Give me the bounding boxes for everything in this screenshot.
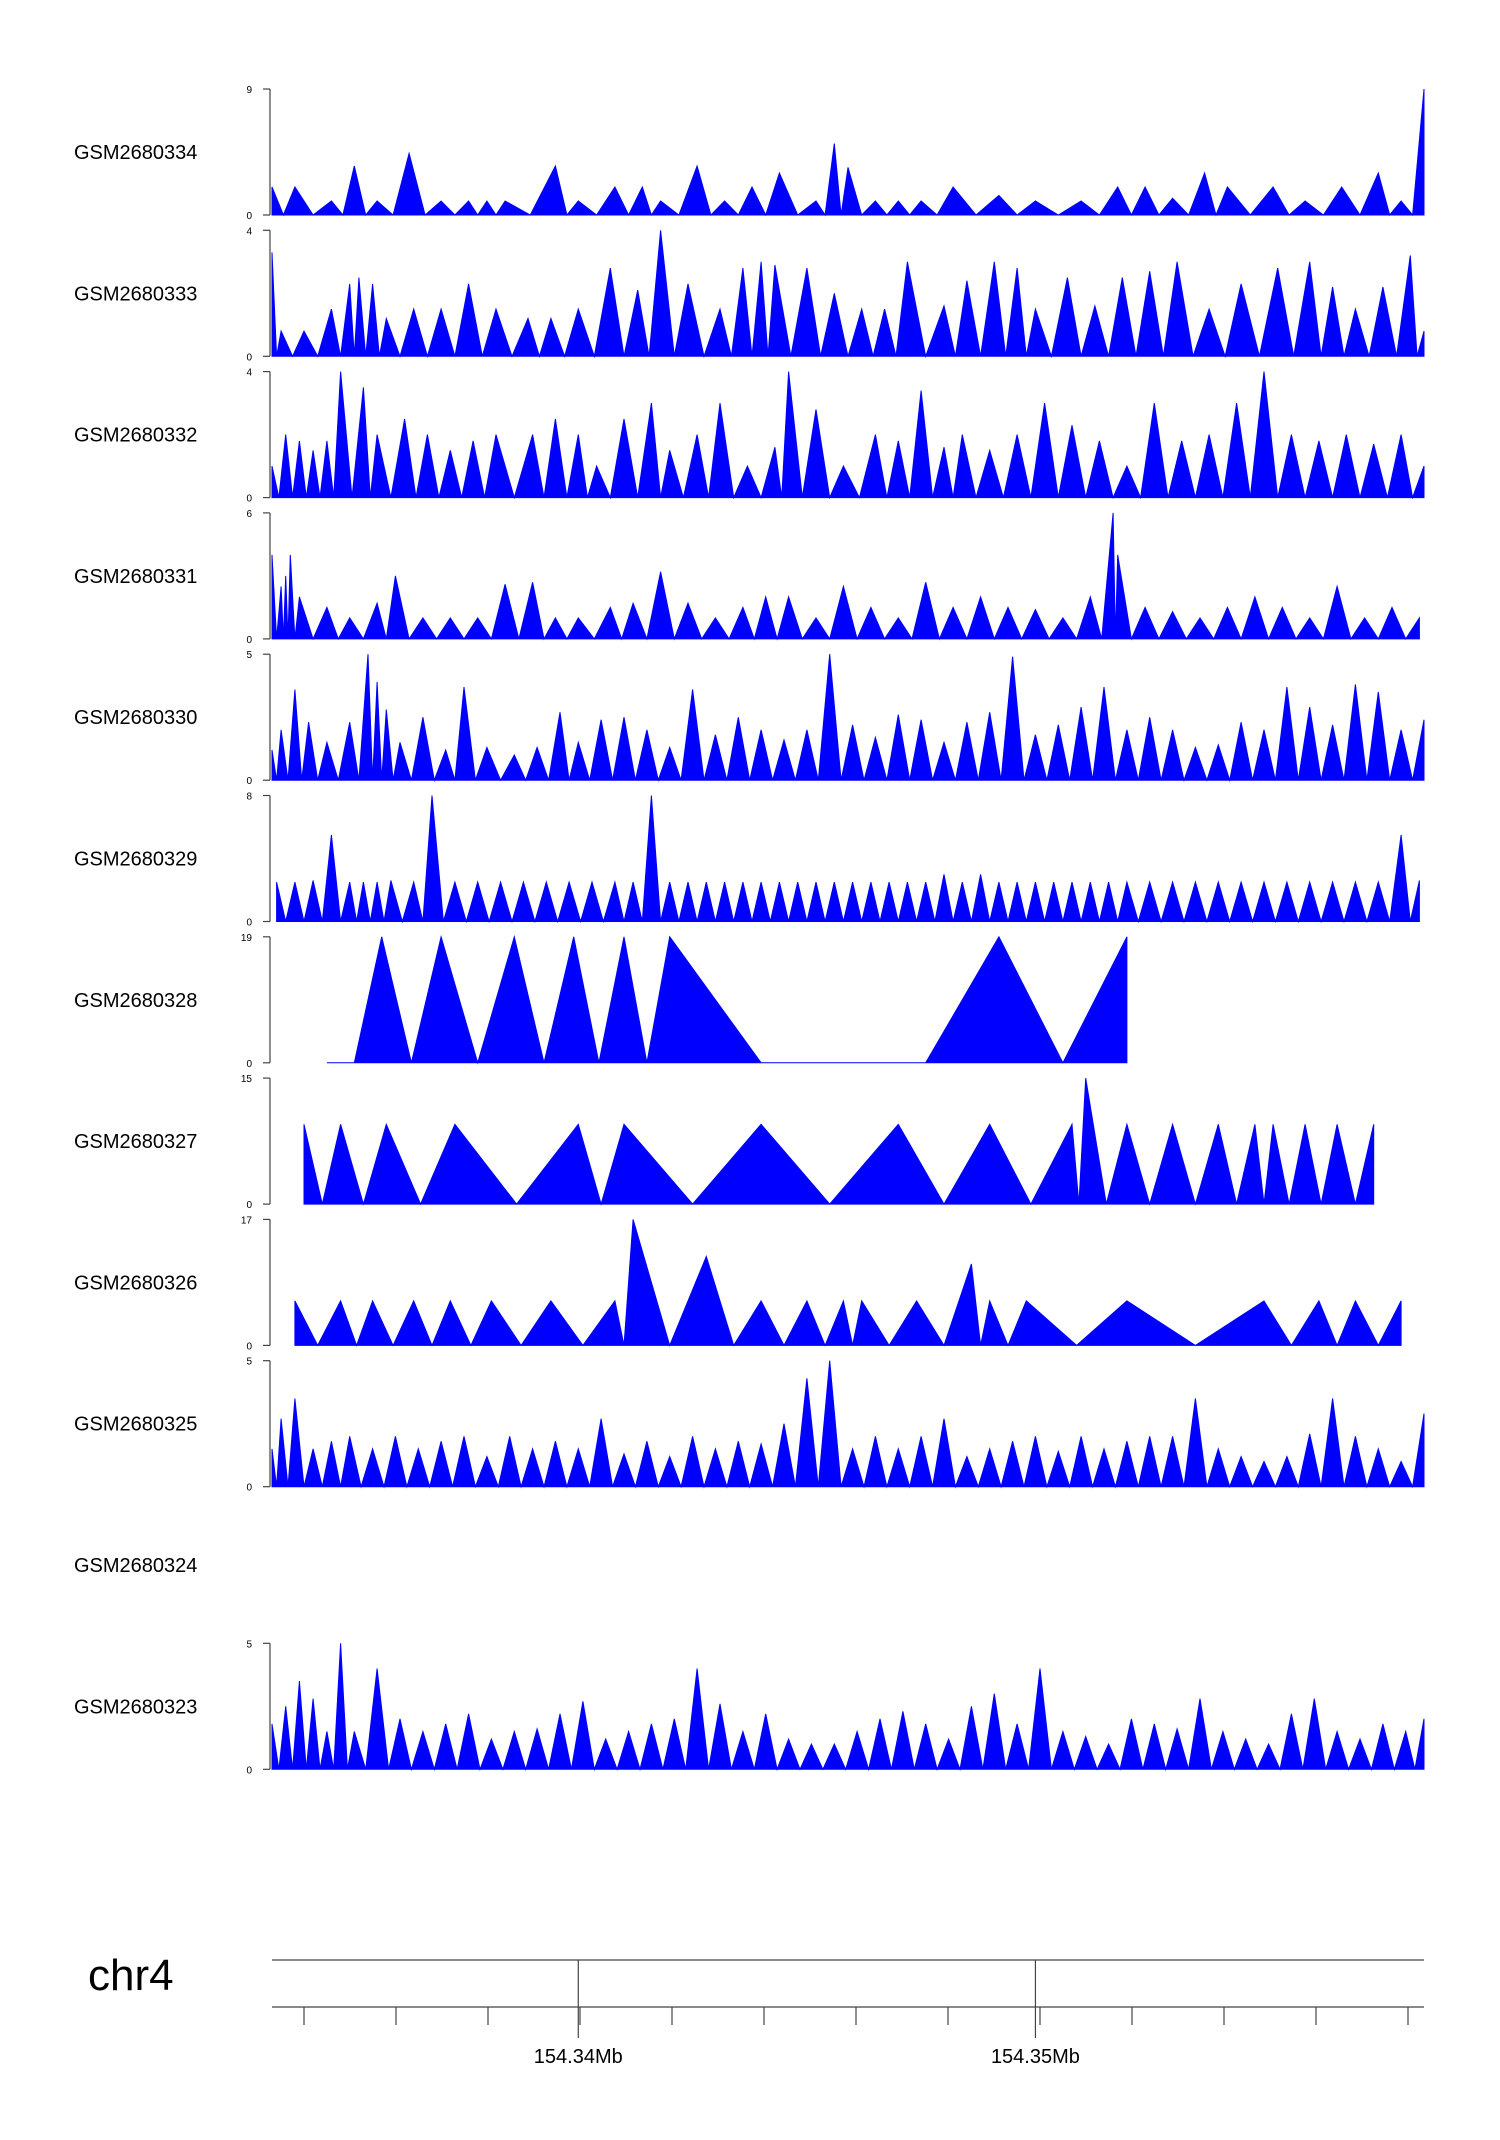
y-axis-max-label: 6	[246, 509, 252, 520]
y-axis-zero-label: 0	[246, 635, 252, 646]
track-GSM2680332: GSM2680332 4 0	[74, 368, 1425, 505]
track-GSM2680323: GSM2680323 5 0	[74, 1639, 1425, 1776]
y-axis-max-label: 5	[246, 1639, 252, 1650]
coverage-area	[271, 1643, 1425, 1772]
track-label: GSM2680325	[74, 1414, 197, 1436]
coverage-area	[271, 88, 1425, 217]
track-label: GSM2680327	[74, 1131, 197, 1153]
y-axis-max-label: 17	[241, 1215, 253, 1226]
track-GSM2680327: GSM2680327 15 0	[74, 1074, 1375, 1211]
track-GSM2680326: GSM2680326 17 0	[74, 1215, 1402, 1352]
y-axis-zero-label: 0	[246, 776, 252, 787]
coverage-area	[294, 1219, 1402, 1347]
y-axis-max-label: 15	[241, 1074, 253, 1085]
coverage-area	[271, 654, 1425, 783]
y-axis-zero-label: 0	[246, 1765, 252, 1776]
y-axis-max-label: 4	[246, 368, 252, 379]
track-GSM2680328: GSM2680328 19 0	[74, 933, 1128, 1070]
track-GSM2680324: GSM2680324	[74, 1555, 197, 1577]
chromosome-label: chr4	[88, 1951, 174, 2000]
coverage-area	[271, 512, 1420, 641]
track-label: GSM2680330	[74, 707, 197, 729]
y-axis-zero-label: 0	[246, 1200, 252, 1211]
track-label: GSM2680328	[74, 990, 197, 1012]
y-axis-max-label: 5	[246, 650, 252, 661]
y-axis-zero-label: 0	[246, 352, 252, 363]
track-GSM2680334: GSM2680334 9 0	[74, 85, 1425, 222]
coverage-area	[271, 230, 1425, 359]
y-axis-max-label: 9	[246, 85, 252, 96]
y-axis-zero-label: 0	[246, 494, 252, 505]
y-axis-zero-label: 0	[246, 1483, 252, 1494]
track-label: GSM2680331	[74, 566, 197, 588]
track-GSM2680333: GSM2680333 4 0	[74, 226, 1425, 363]
y-axis-zero-label: 0	[246, 918, 252, 929]
coverage-area	[326, 934, 1128, 1065]
major-tick-label: 154.34Mb	[534, 2046, 623, 2068]
coverage-area	[276, 795, 1420, 924]
major-tick-label: 154.35Mb	[991, 2046, 1080, 2068]
y-axis-max-label: 4	[246, 226, 252, 237]
coverage-area	[303, 1078, 1375, 1206]
track-label: GSM2680324	[74, 1555, 197, 1577]
y-axis-zero-label: 0	[246, 211, 252, 222]
track-label: GSM2680326	[74, 1272, 197, 1294]
track-GSM2680325: GSM2680325 5 0	[74, 1357, 1425, 1494]
track-GSM2680331: GSM2680331 6 0	[74, 509, 1420, 646]
coverage-area	[271, 371, 1425, 500]
y-axis-max-label: 8	[246, 792, 252, 803]
y-axis-zero-label: 0	[246, 1341, 252, 1352]
y-axis-max-label: 19	[241, 933, 253, 944]
track-label: GSM2680334	[74, 142, 197, 164]
track-GSM2680329: GSM2680329 8 0	[74, 792, 1420, 929]
track-GSM2680330: GSM2680330 5 0	[74, 650, 1425, 787]
track-label: GSM2680333	[74, 283, 197, 305]
track-label: GSM2680323	[74, 1696, 197, 1718]
track-label: GSM2680329	[74, 849, 197, 871]
track-label: GSM2680332	[74, 425, 197, 447]
y-axis-zero-label: 0	[246, 1059, 252, 1070]
y-axis-max-label: 5	[246, 1357, 252, 1368]
coverage-area	[271, 1360, 1425, 1489]
genome-axis: chr4 154.34Mb 154.35Mb	[88, 1951, 1424, 2068]
